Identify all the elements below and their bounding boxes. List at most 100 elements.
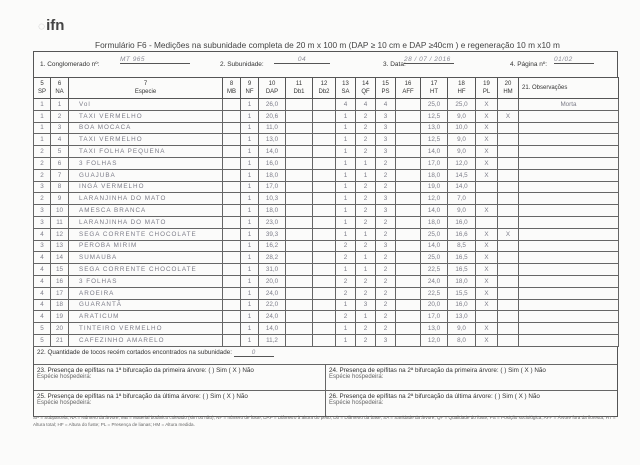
cell-pl[interactable]: X [475, 98, 498, 111]
cell-hf[interactable]: 16,0 [447, 298, 476, 312]
conglomerado-field[interactable]: MT 965 [120, 56, 190, 64]
cell-mb[interactable] [222, 322, 241, 335]
cell-ht[interactable]: 18,0 [420, 215, 448, 229]
cell-qf[interactable]: 2 [355, 286, 376, 300]
cell-db1[interactable] [285, 215, 313, 229]
cell-na[interactable]: 10 [50, 204, 69, 217]
cell-na[interactable]: 2 [50, 109, 69, 123]
cell-mb[interactable] [222, 156, 241, 170]
cell-na[interactable]: 16 [50, 274, 69, 288]
cell-ht[interactable]: 12,0 [420, 333, 448, 347]
cell-db1[interactable] [285, 156, 313, 170]
cell-pl[interactable]: X [475, 109, 498, 123]
cell-db1[interactable] [285, 310, 313, 324]
cell-hm[interactable] [497, 180, 519, 194]
cell-db1[interactable] [285, 286, 313, 300]
cell-aff[interactable] [395, 251, 421, 265]
cell-ht[interactable]: 12,5 [420, 133, 448, 147]
cell-sa[interactable]: 1 [335, 180, 356, 194]
cell-sp[interactable]: 3 [33, 215, 51, 229]
cell-db2[interactable] [312, 121, 336, 135]
cell-aff[interactable] [395, 168, 421, 182]
cell-nf[interactable]: 1 [240, 215, 259, 229]
cell-ht[interactable]: 22,5 [420, 263, 448, 276]
cell-hf[interactable]: 16,6 [447, 227, 476, 241]
cell-aff[interactable] [395, 298, 421, 312]
cell-pl[interactable]: X [475, 322, 498, 335]
cell-hf[interactable]: 9,0 [447, 322, 476, 335]
cell-aff[interactable] [395, 263, 421, 276]
cell-qf[interactable]: 2 [355, 204, 376, 217]
cell-aff[interactable] [395, 109, 421, 123]
cell-mb[interactable] [222, 98, 241, 111]
cell-db1[interactable] [285, 274, 313, 288]
cell-ps[interactable]: 2 [375, 310, 396, 324]
cell-mb[interactable] [222, 333, 241, 347]
cell-sa[interactable]: 1 [335, 322, 356, 335]
cell-hf[interactable]: 15,5 [447, 286, 476, 300]
cell-qf[interactable]: 2 [355, 145, 376, 158]
cell-ht[interactable]: 14,0 [420, 239, 448, 253]
cell-na[interactable]: 21 [50, 333, 69, 347]
cell-sa[interactable]: 1 [335, 263, 356, 276]
cell-db1[interactable] [285, 239, 313, 253]
cell-21-observa-es[interactable]: Morta [518, 98, 619, 111]
cell-qf[interactable]: 2 [355, 180, 376, 194]
cell-pl[interactable] [475, 180, 498, 194]
cell-mb[interactable] [222, 310, 241, 324]
cell-ht[interactable]: 25,0 [420, 251, 448, 265]
cell-sa[interactable]: 1 [335, 145, 356, 158]
cell-sa[interactable]: 1 [335, 333, 356, 347]
cell-especie[interactable]: LARANJINHA DO MATO [68, 192, 223, 206]
cell-sa[interactable]: 4 [335, 98, 356, 111]
cell-mb[interactable] [222, 298, 241, 312]
cell-mb[interactable] [222, 133, 241, 147]
cell-nf[interactable]: 1 [240, 98, 259, 111]
cell-pl[interactable]: X [475, 298, 498, 312]
cell-qf[interactable]: 2 [355, 133, 376, 147]
cell-aff[interactable] [395, 322, 421, 335]
cell-ht[interactable]: 25,0 [420, 98, 448, 111]
cell-na[interactable]: 6 [50, 156, 69, 170]
cell-aff[interactable] [395, 239, 421, 253]
cell-sp[interactable]: 2 [33, 156, 51, 170]
cell-sa[interactable]: 1 [335, 298, 356, 312]
cell-aff[interactable] [395, 204, 421, 217]
cell-hf[interactable]: 9,0 [447, 204, 476, 217]
cell-db2[interactable] [312, 227, 336, 241]
cell-qf[interactable]: 1 [355, 251, 376, 265]
cell-db1[interactable] [285, 204, 313, 217]
cell-nf[interactable]: 1 [240, 133, 259, 147]
cell-db1[interactable] [285, 251, 313, 265]
cell-ps[interactable]: 3 [375, 192, 396, 206]
cell-db2[interactable] [312, 145, 336, 158]
cell-hf[interactable]: 8,5 [447, 239, 476, 253]
cell-21-observa-es[interactable] [518, 239, 619, 253]
cell-db2[interactable] [312, 263, 336, 276]
cell-ht[interactable]: 18,0 [420, 168, 448, 182]
q23-label[interactable]: 23. Presença de epífitas na 1ª bifurcaçã… [37, 366, 254, 374]
cell-especie[interactable]: TINTEIRO VERMELHO [68, 322, 223, 335]
cell-21-observa-es[interactable] [518, 286, 619, 300]
cell-na[interactable]: 13 [50, 239, 69, 253]
cell-nf[interactable]: 1 [240, 274, 259, 288]
cell-na[interactable]: 14 [50, 251, 69, 265]
cell-21-observa-es[interactable] [518, 274, 619, 288]
cell-dap[interactable]: 28,2 [258, 251, 286, 265]
cell-hf[interactable]: 14,0 [447, 180, 476, 194]
cell-pl[interactable]: X [475, 239, 498, 253]
cell-ps[interactable]: 2 [375, 286, 396, 300]
cell-hf[interactable]: 16,0 [447, 215, 476, 229]
cell-dap[interactable]: 17,0 [258, 180, 286, 194]
cell-db1[interactable] [285, 322, 313, 335]
cell-ht[interactable]: 19,0 [420, 180, 448, 194]
cell-pl[interactable]: X [475, 133, 498, 147]
cell-mb[interactable] [222, 180, 241, 194]
cell-dap[interactable]: 13,0 [258, 133, 286, 147]
cell-ps[interactable]: 2 [375, 263, 396, 276]
cell-sa[interactable]: 1 [335, 156, 356, 170]
cell-sp[interactable]: 4 [33, 286, 51, 300]
cell-hm[interactable] [497, 322, 519, 335]
cell-mb[interactable] [222, 109, 241, 123]
cell-qf[interactable]: 1 [355, 168, 376, 182]
